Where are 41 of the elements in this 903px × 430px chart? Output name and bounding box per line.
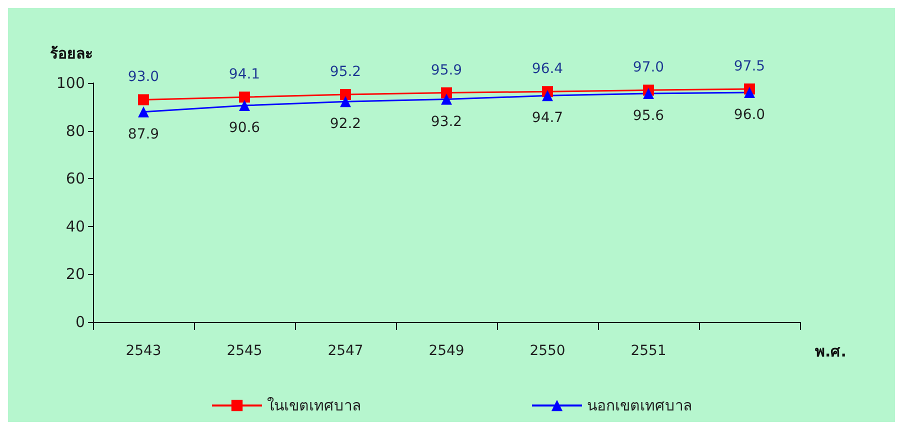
y-axis-title: ร้อยละ	[50, 44, 93, 62]
point	[441, 87, 452, 98]
x-tick-label: 2550	[530, 343, 566, 359]
data-label: 95.2	[330, 64, 362, 80]
point	[441, 94, 452, 105]
y-tick-label: 100	[56, 74, 85, 92]
data-label: 96.4	[532, 61, 564, 78]
point	[138, 106, 149, 118]
point	[744, 87, 755, 98]
point	[138, 94, 149, 106]
y-tick-label: 40	[66, 217, 85, 236]
y-tick-label: 0	[75, 313, 85, 331]
legend-label: นอกเขตเทศบาล	[587, 396, 692, 414]
data-label: 93.2	[430, 114, 462, 130]
point	[340, 88, 351, 100]
data-label: 94.7	[532, 110, 564, 126]
y-tick-label: 60	[66, 170, 85, 188]
data-label: 95.9	[430, 62, 462, 78]
x-tick-label: 2551	[630, 343, 666, 359]
legend-label: ในเขตเทศบาล	[267, 396, 361, 414]
data-label: 95.6	[632, 108, 664, 124]
x-tick-label: 2543	[126, 343, 162, 359]
data-label: 94.1	[228, 66, 260, 83]
point	[239, 92, 250, 103]
x-tick-label: 2547	[328, 343, 364, 359]
data-label: 96.0	[734, 107, 766, 124]
data-label: 90.6	[228, 120, 260, 136]
x-axis-title: พ.ศ.	[815, 342, 846, 360]
data-label: 97.0	[632, 60, 664, 76]
point	[239, 100, 250, 111]
y-tick-label: 80	[66, 122, 85, 140]
data-label: 92.2	[330, 116, 362, 132]
x-tick-label: 2545	[226, 343, 262, 359]
data-label: 93.0	[128, 69, 160, 86]
point	[643, 88, 654, 100]
x-tick-label: 2549	[428, 343, 464, 359]
point	[340, 96, 351, 108]
point	[542, 90, 553, 102]
data-label: 87.9	[128, 126, 160, 142]
y-tick-label: 20	[66, 265, 85, 284]
data-label: 97.5	[734, 58, 766, 74]
